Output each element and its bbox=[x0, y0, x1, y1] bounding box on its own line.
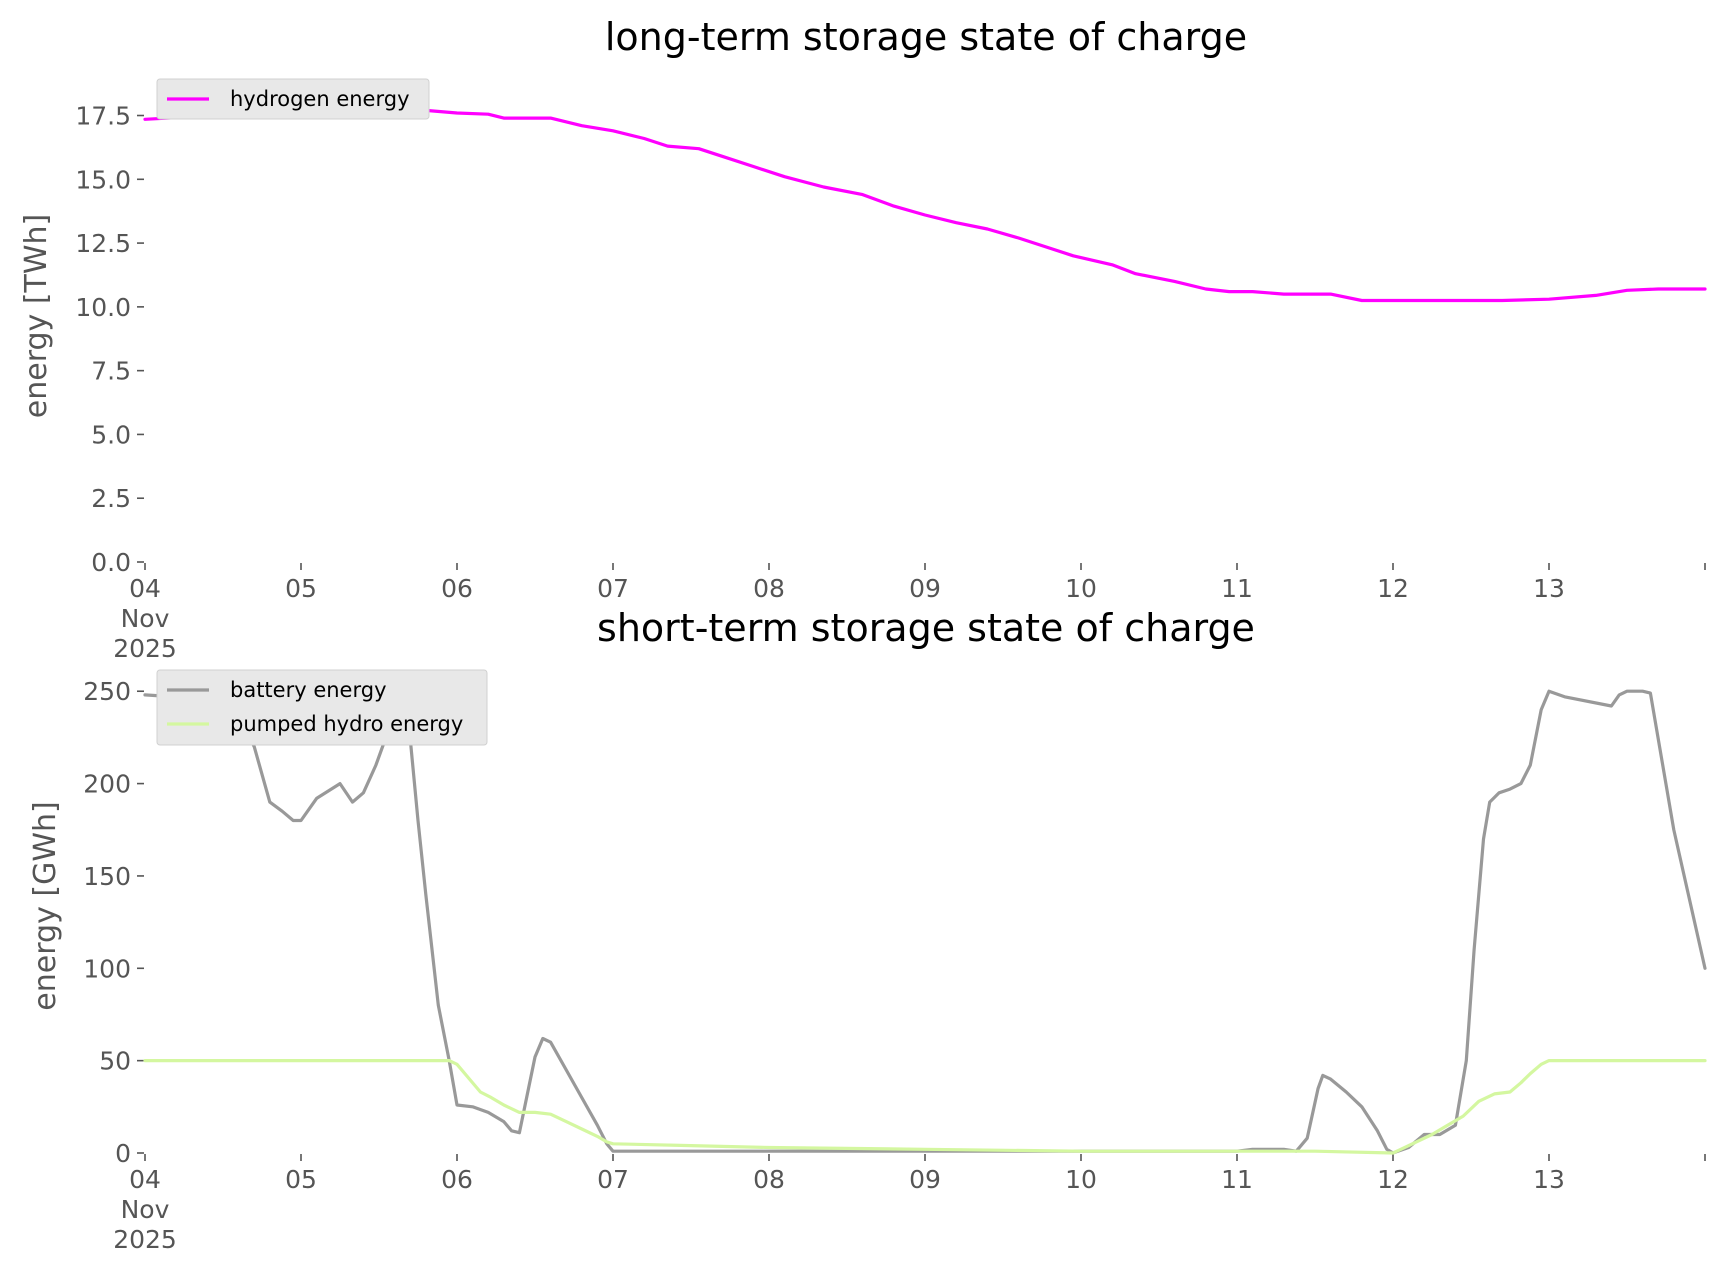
chart-title: short-term storage state of charge bbox=[597, 606, 1255, 650]
legend: hydrogen energy bbox=[156, 78, 430, 120]
x-tick-label: 12 bbox=[1377, 574, 1409, 603]
x-tick-sublabel: Nov bbox=[121, 604, 170, 633]
y-axis-label: energy [GWh] bbox=[28, 801, 63, 1010]
x-tick-label: 06 bbox=[441, 574, 473, 603]
y-tick-label: 150 bbox=[83, 862, 131, 891]
legend-box bbox=[156, 78, 430, 120]
legend-box bbox=[156, 669, 488, 746]
series-group bbox=[143, 689, 1707, 1155]
x-tick-label: 09 bbox=[909, 1165, 941, 1194]
x-tick-label: 13 bbox=[1533, 1165, 1565, 1194]
y-axis-ticks: 0.0 2.5 5.0 7.5 10.0 12.5 15.0 17.5 bbox=[75, 102, 144, 577]
x-tick-label: 09 bbox=[909, 574, 941, 603]
y-tick-label: 5.0 bbox=[91, 420, 131, 449]
legend-label: pumped hydro energy bbox=[230, 712, 463, 736]
y-tick-label: 2.5 bbox=[91, 484, 131, 513]
series-line-hydrogen-energy bbox=[143, 108, 1707, 303]
long-term-chart: long-term storage state of charge energy… bbox=[19, 15, 1707, 663]
x-tick-label: 11 bbox=[1221, 574, 1253, 603]
x-tick-label: 10 bbox=[1065, 1165, 1097, 1194]
x-tick-label: 04 bbox=[129, 574, 161, 603]
x-tick-label: 12 bbox=[1377, 1165, 1409, 1194]
y-tick-label: 12.5 bbox=[75, 229, 131, 258]
y-axis-ticks: 0 50 100 150 200 250 bbox=[83, 677, 144, 1168]
series-line-pumped-hydro-energy bbox=[143, 1058, 1707, 1155]
x-tick-label: 07 bbox=[597, 1165, 629, 1194]
x-tick-label: 06 bbox=[441, 1165, 473, 1194]
legend-label: battery energy bbox=[230, 678, 387, 702]
x-tick-sublabel: 2025 bbox=[113, 634, 177, 663]
x-tick-label: 10 bbox=[1065, 574, 1097, 603]
series-group bbox=[143, 108, 1707, 303]
y-tick-label: 250 bbox=[83, 677, 131, 706]
y-tick-label: 200 bbox=[83, 770, 131, 799]
x-tick-label: 05 bbox=[285, 1165, 317, 1194]
y-tick-label: 0 bbox=[115, 1139, 131, 1168]
y-tick-label: 17.5 bbox=[75, 102, 131, 131]
x-tick-label: 04 bbox=[129, 1165, 161, 1194]
y-tick-label: 50 bbox=[99, 1047, 131, 1076]
series-line-battery-energy bbox=[143, 689, 1707, 1155]
x-tick-label: 11 bbox=[1221, 1165, 1253, 1194]
x-tick-sublabel: 2025 bbox=[113, 1225, 177, 1254]
y-tick-label: 15.0 bbox=[75, 165, 131, 194]
chart-title: long-term storage state of charge bbox=[605, 15, 1247, 59]
legend: battery energy pumped hydro energy bbox=[156, 669, 488, 746]
x-tick-sublabel: Nov bbox=[121, 1195, 170, 1224]
y-tick-label: 7.5 bbox=[91, 357, 131, 386]
x-tick-label: 05 bbox=[285, 574, 317, 603]
x-tick-label: 07 bbox=[597, 574, 629, 603]
x-tick-label: 08 bbox=[753, 1165, 785, 1194]
y-tick-label: 0.0 bbox=[91, 548, 131, 577]
short-term-chart: short-term storage state of charge energ… bbox=[28, 606, 1707, 1254]
y-tick-label: 10.0 bbox=[75, 293, 131, 322]
x-tick-label: 13 bbox=[1533, 574, 1565, 603]
y-tick-label: 100 bbox=[83, 954, 131, 983]
legend-label: hydrogen energy bbox=[230, 87, 410, 111]
x-tick-label: 08 bbox=[753, 574, 785, 603]
y-axis-label: energy [TWh] bbox=[19, 214, 54, 418]
